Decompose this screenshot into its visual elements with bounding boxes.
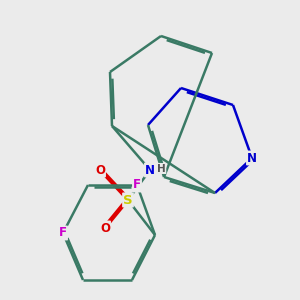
Text: O: O <box>95 164 105 176</box>
Text: S: S <box>123 194 133 206</box>
Text: N: N <box>247 152 257 164</box>
Text: O: O <box>100 221 110 235</box>
Text: F: F <box>133 178 141 191</box>
Text: F: F <box>59 226 67 239</box>
Text: H: H <box>157 164 166 173</box>
Text: N: N <box>145 164 155 176</box>
